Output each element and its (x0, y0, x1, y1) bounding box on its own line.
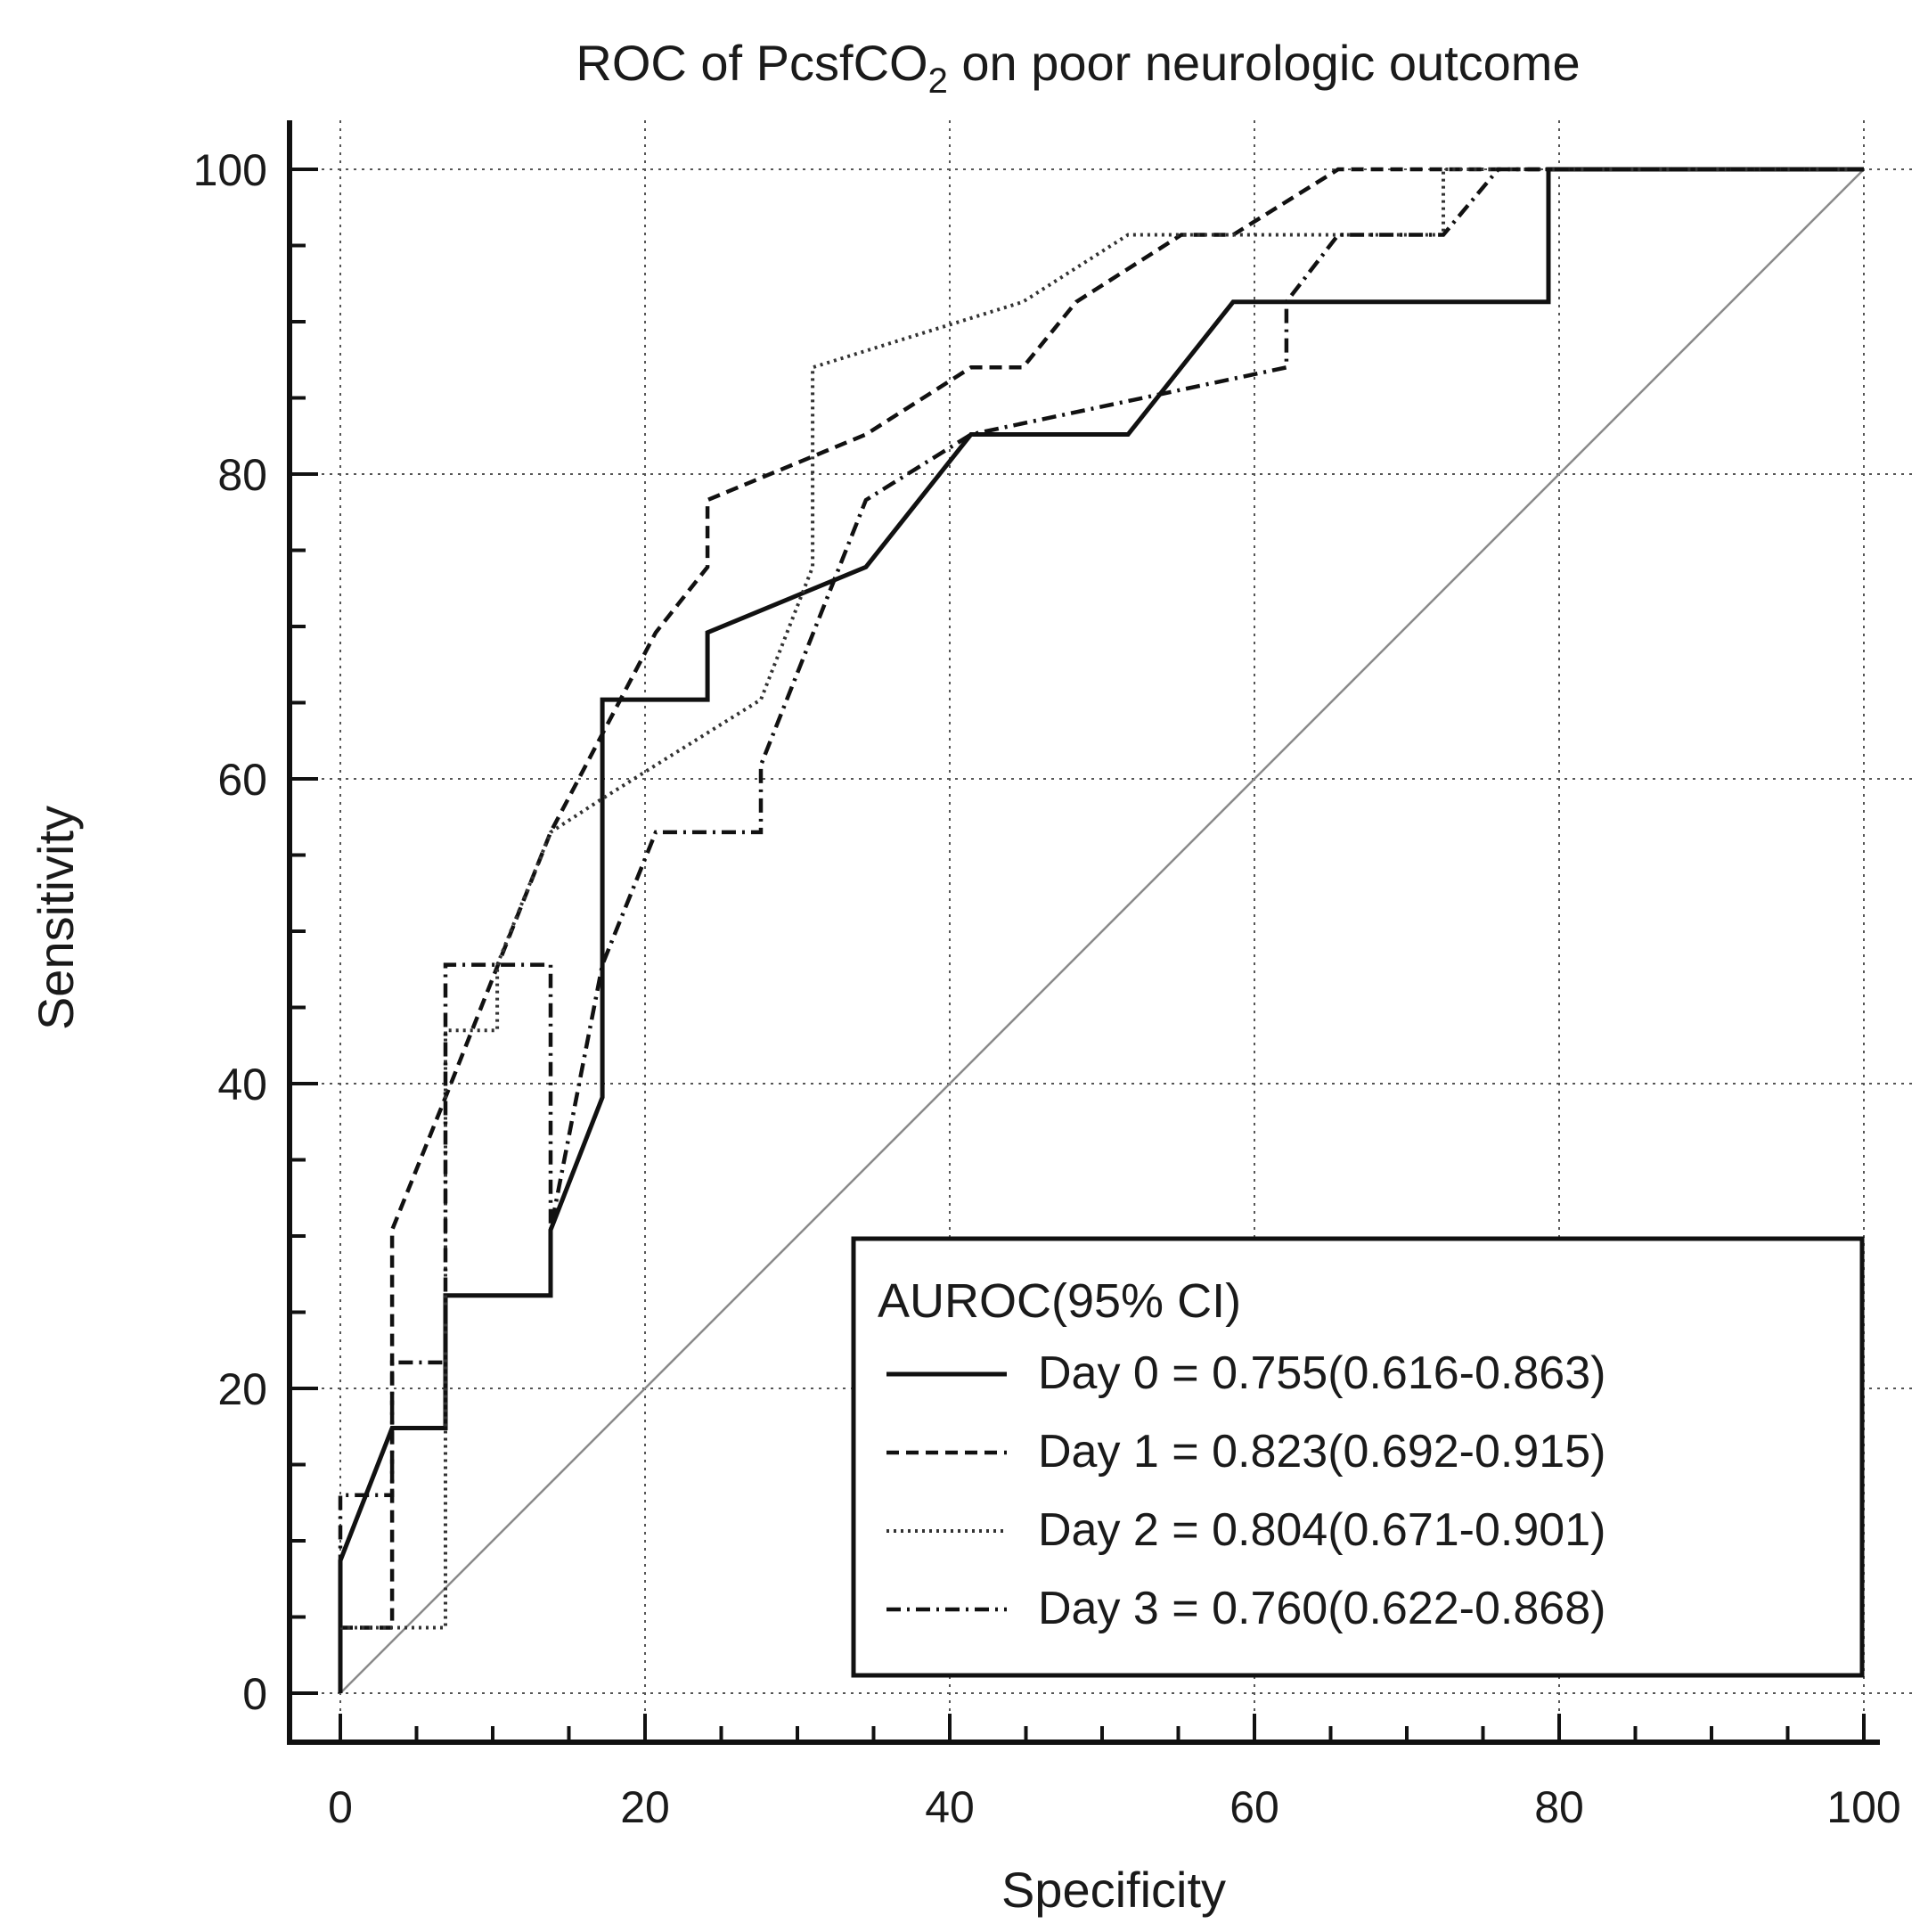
y-tick-label: 60 (217, 755, 267, 805)
reference-line (339, 168, 1865, 1694)
legend-title: AUROC(95% CI) (878, 1274, 1241, 1328)
y-tick-label: 40 (217, 1060, 267, 1109)
title-main: ROC of PcsfCO (576, 35, 927, 91)
legend: AUROC(95% CI) Day 0 = 0.755(0.616-0.863)… (851, 1236, 1865, 1678)
series-line-day-3 (338, 167, 1864, 1628)
title-suffix: on poor neurologic outcome (948, 35, 1581, 91)
series-lines (338, 167, 1864, 1693)
x-tick-label: 60 (1230, 1782, 1279, 1832)
reference-diagonal (339, 168, 1865, 1694)
series-line-day-2 (340, 168, 1864, 1630)
y-axis-title: Sensitivity (28, 806, 84, 1030)
x-tick-label: 20 (620, 1782, 670, 1832)
legend-box (851, 1236, 1865, 1678)
tick-labels: 0 20 40 60 80 100 0 20 40 60 80 100 (193, 145, 1901, 1832)
chart-title: ROC of PcsfCO2 on poor neurologic outcom… (576, 35, 1580, 101)
legend-label-day-1: Day 1 = 0.823(0.692-0.915) (1038, 1426, 1605, 1478)
y-tick-label: 0 (242, 1669, 267, 1719)
grid (290, 120, 1916, 1742)
x-tick-label: 0 (328, 1782, 353, 1832)
x-axis-title: Specificity (1001, 1862, 1226, 1918)
y-tick-label: 20 (217, 1364, 267, 1414)
y-tick-label: 100 (193, 145, 267, 195)
legend-label-day-2: Day 2 = 0.804(0.671-0.901) (1038, 1504, 1605, 1556)
legend-label-day-3: Day 3 = 0.760(0.622-0.868) (1038, 1583, 1605, 1634)
ticks (290, 168, 1866, 1742)
x-tick-label: 80 (1534, 1782, 1584, 1832)
series-line-day-1 (340, 167, 1864, 1630)
y-tick-label: 80 (217, 450, 267, 500)
legend-entries: Day 0 = 0.755(0.616-0.863) Day 1 = 0.823(… (886, 1347, 1605, 1634)
legend-label-day-0: Day 0 = 0.755(0.616-0.863) (1038, 1347, 1605, 1399)
x-tick-label: 40 (925, 1782, 975, 1832)
title-subscript: 2 (928, 61, 948, 101)
x-tick-label: 100 (1826, 1782, 1900, 1832)
